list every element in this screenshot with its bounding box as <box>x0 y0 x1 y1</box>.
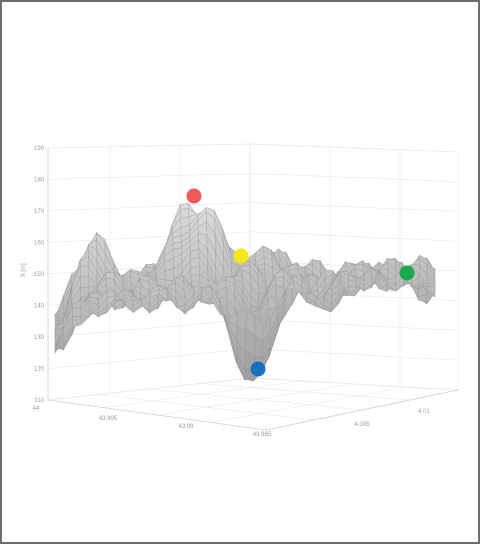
z-axis-label: h [m] <box>21 263 27 277</box>
y-axis-ticks: 4.005 4.01 <box>354 409 430 428</box>
y-tick-label: 4.01 <box>418 409 430 415</box>
x-tick-label: 44 <box>33 406 40 412</box>
surface-facet <box>72 306 82 318</box>
wall-gridline <box>47 172 459 183</box>
surface-facet <box>411 257 420 266</box>
floor-plane <box>47 377 459 431</box>
marker-point <box>250 361 266 377</box>
floor-gridline <box>211 386 407 423</box>
wall-gridline <box>47 143 459 153</box>
surface-facet <box>237 310 247 330</box>
x-axis-ticks: 44 43.995 43.99 43.985 <box>33 406 272 438</box>
surface-facet <box>145 263 155 268</box>
surface-facet <box>180 203 189 210</box>
surface-facet <box>427 274 436 285</box>
z-tick-label: 130 <box>34 335 45 341</box>
z-tick-label: 110 <box>34 398 44 404</box>
surface-facet <box>72 315 82 328</box>
x-tick-label: 43.995 <box>99 416 118 422</box>
surface-facet <box>80 265 89 277</box>
x-tick-label: 43.99 <box>178 424 194 430</box>
x-axis-line <box>47 399 267 431</box>
floor-gridline <box>199 383 411 401</box>
z-tick-label: 170 <box>34 209 45 215</box>
terrain-surface <box>54 202 436 382</box>
z-tick-label: 160 <box>34 241 45 247</box>
surface-facet <box>164 268 174 281</box>
z-tick-label: 180 <box>34 178 45 184</box>
x-tick-label: 43.985 <box>253 432 272 438</box>
y-tick-label: 4.005 <box>354 422 370 428</box>
z-tick-label: 120 <box>34 367 45 373</box>
y-axis-line <box>265 389 459 431</box>
z-tick-label: 150 <box>34 272 45 278</box>
wall-gridline <box>47 231 459 243</box>
z-tick-label: 140 <box>34 304 45 310</box>
surface-facet <box>80 315 90 326</box>
marker-point <box>233 248 249 264</box>
markers <box>186 188 415 377</box>
surface-facet <box>180 208 190 219</box>
surface-facet <box>80 275 89 288</box>
z-axis-ticks: 110 120 130 140 150 160 170 180 190 <box>34 146 45 404</box>
marker-point <box>399 265 415 281</box>
wall-gridline <box>47 202 459 212</box>
marker-point <box>186 188 202 204</box>
axis-grid <box>47 143 459 431</box>
floor-gridline <box>156 383 355 416</box>
z-tick-label: 190 <box>34 146 45 152</box>
